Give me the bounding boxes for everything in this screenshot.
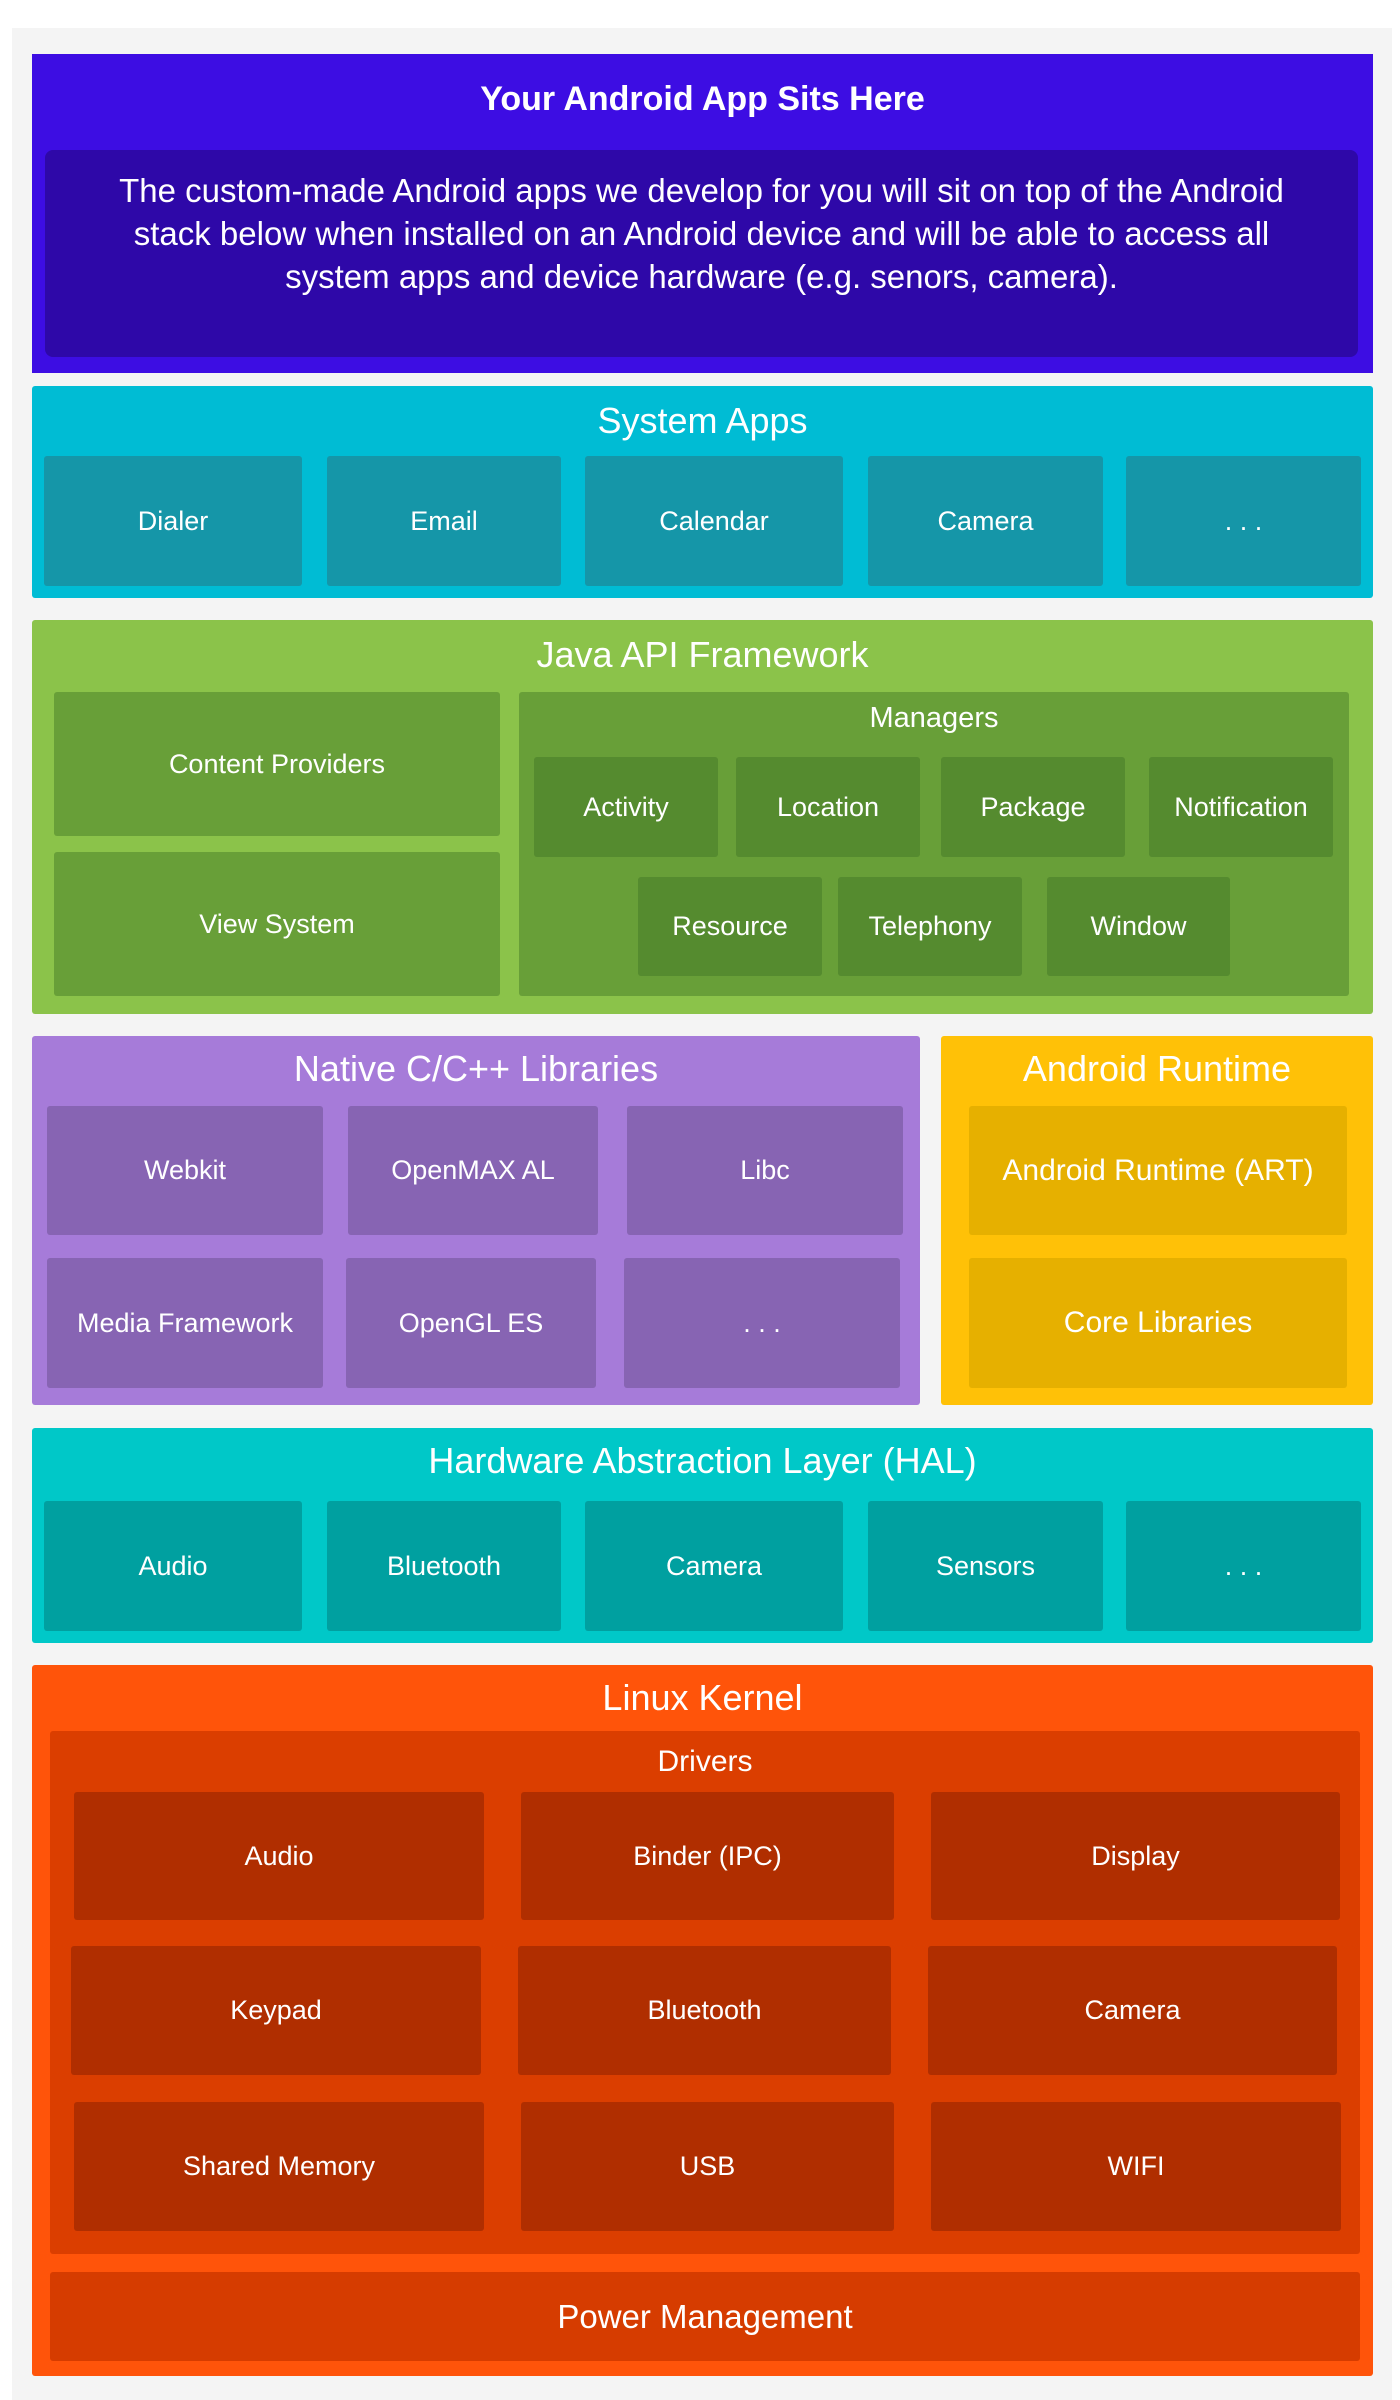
driver-shared-memory: Shared Memory (74, 2102, 484, 2231)
hal-camera: Camera (585, 1501, 843, 1631)
native-lib-libc: Libc (627, 1106, 903, 1235)
manager-resource: Resource (638, 877, 822, 976)
driver-display: Display (931, 1792, 1340, 1920)
system-app-calendar: Calendar (585, 456, 843, 586)
driver-wifi: WIFI (931, 2102, 1341, 2231)
app-layer: Your Android App Sits Here The custom-ma… (32, 54, 1373, 373)
system-app-more: . . . (1126, 456, 1361, 586)
hal-sensors: Sensors (868, 1501, 1103, 1631)
native-lib-webkit: Webkit (47, 1106, 323, 1235)
runtime-core-libraries: Core Libraries (969, 1258, 1347, 1388)
drivers-title: Drivers (657, 1745, 753, 1778)
native-lib-opengl-es: OpenGL ES (346, 1258, 596, 1388)
linux-kernel-title: Linux Kernel (602, 1677, 803, 1718)
manager-telephony: Telephony (838, 877, 1022, 976)
native-libraries-title: Native C/C++ Libraries (293, 1048, 659, 1089)
driver-binder-ipc: Binder (IPC) (521, 1792, 894, 1920)
driver-bluetooth: Bluetooth (518, 1946, 891, 2075)
native-lib-openmax-al: OpenMAX AL (348, 1106, 598, 1235)
driver-keypad: Keypad (71, 1946, 481, 2075)
hal-title: Hardware Abstraction Layer (HAL) (428, 1440, 977, 1481)
hal-audio: Audio (44, 1501, 302, 1631)
manager-window: Window (1047, 877, 1230, 976)
power-management: Power Management (50, 2272, 1360, 2361)
system-app-camera: Camera (868, 456, 1103, 586)
manager-location: Location (736, 757, 920, 857)
system-apps-title: System Apps (597, 400, 808, 441)
content-providers: Content Providers (54, 692, 500, 836)
driver-audio: Audio (74, 1792, 484, 1920)
hal-bluetooth: Bluetooth (327, 1501, 561, 1631)
manager-notification: Notification (1149, 757, 1333, 857)
manager-package: Package (941, 757, 1125, 857)
java-api-title: Java API Framework (536, 634, 869, 675)
android-runtime-title: Android Runtime (1022, 1048, 1292, 1089)
manager-activity: Activity (534, 757, 718, 857)
hal-more: . . . (1126, 1501, 1361, 1631)
native-lib-media-framework: Media Framework (47, 1258, 323, 1388)
runtime-art: Android Runtime (ART) (969, 1106, 1347, 1235)
view-system: View System (54, 852, 500, 996)
app-layer-title: Your Android App Sits Here (480, 80, 925, 118)
system-app-email: Email (327, 456, 561, 586)
native-lib-more: . . . (624, 1258, 900, 1388)
app-layer-description-text: The custom-made Android apps we develop … (119, 172, 1284, 295)
system-app-dialer: Dialer (44, 456, 302, 586)
driver-usb: USB (521, 2102, 894, 2231)
driver-camera: Camera (928, 1946, 1337, 2075)
managers-title: Managers (869, 702, 999, 734)
app-layer-description: The custom-made Android apps we develop … (45, 150, 1358, 357)
